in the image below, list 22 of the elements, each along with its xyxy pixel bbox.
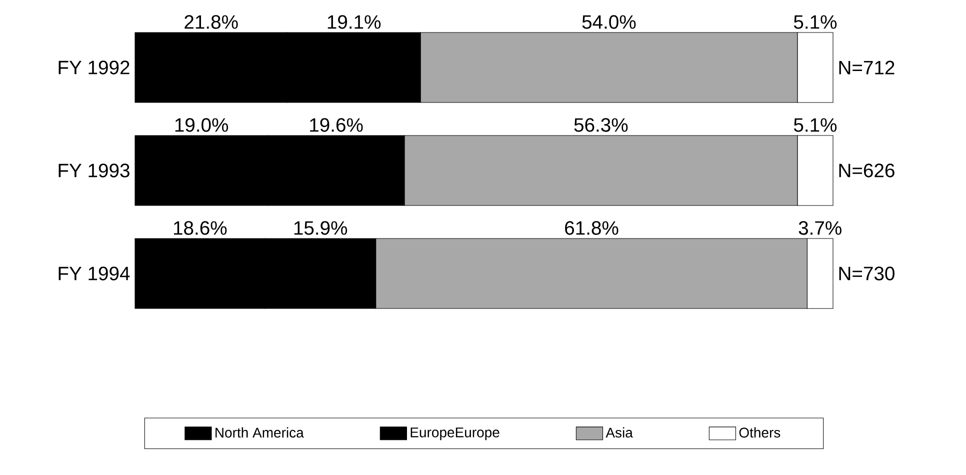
text: N=626 — [839, 164, 894, 178]
y-tick-label: FY 1993 — [58, 164, 130, 178]
data-label: 5.1% — [794, 15, 837, 29]
legend-label: Others — [739, 427, 780, 438]
data-label: 19.6% — [310, 118, 363, 132]
data-label: 61.8% — [565, 221, 618, 235]
data-label: 19.0% — [175, 118, 228, 132]
legend-label: EuropeEurope — [410, 428, 500, 440]
legend-label: North America — [216, 427, 304, 438]
data-label: 56.3% — [574, 118, 628, 132]
data-label: 5.1% — [794, 118, 837, 132]
data-label: 54.0% — [582, 15, 636, 29]
legend-label: Asia — [606, 427, 633, 438]
text: N=712 — [839, 60, 894, 74]
data-label: 15.9% — [294, 221, 348, 235]
y-tick-label: FY 1992 — [58, 60, 130, 74]
y-tick-label: FY 1994 — [58, 266, 130, 280]
data-label: 19.1% — [328, 15, 381, 29]
data-label: 21.8% — [184, 15, 238, 29]
data-label: 3.7% — [798, 221, 842, 235]
data-label: 18.6% — [174, 221, 227, 235]
text: N=730 — [839, 266, 894, 280]
